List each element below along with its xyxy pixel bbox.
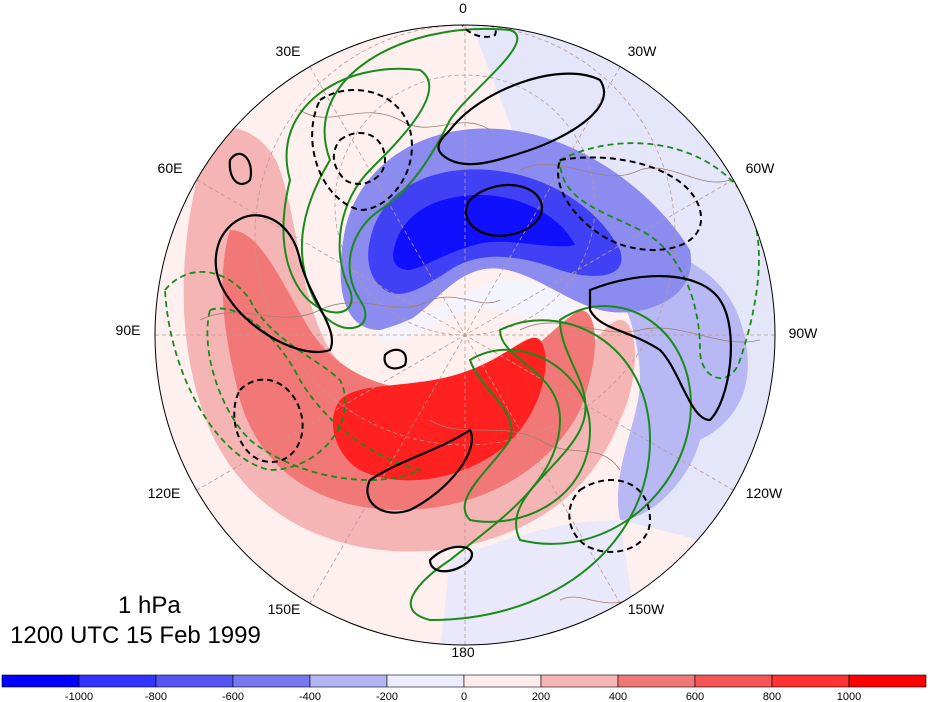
colorbar-tick-label: -800	[145, 691, 167, 702]
shade-white-band	[378, 279, 580, 342]
colorbar-tick-label: 600	[686, 691, 704, 702]
green-dashed-contours	[164, 142, 760, 481]
colorbar-box	[309, 674, 388, 688]
shade-red-core	[332, 337, 546, 481]
colorbar-box	[232, 674, 311, 688]
lon-label-60w: 60W	[746, 160, 776, 176]
colorbar-box	[386, 674, 465, 688]
colorbar-boxes	[1, 674, 927, 688]
colorbar-box	[848, 674, 927, 688]
polar-map: 0 30W 60W 90W 120W 150W 180 150E 120E 90…	[116, 0, 819, 660]
colorbar-tick-label: -400	[299, 691, 321, 702]
colorbar-box	[78, 674, 157, 688]
colorbar-tick-label: -1000	[65, 691, 93, 702]
colorbar-tick-label: 800	[763, 691, 781, 702]
colorbar: -1000 -800 -600 -400 -200 0 200 400 600 800 1000	[1, 674, 927, 702]
colorbar-box	[617, 674, 696, 688]
map-disk	[155, 25, 775, 645]
colorbar-box	[155, 674, 234, 688]
lon-label-0: 0	[459, 0, 467, 16]
colorbar-box	[771, 674, 850, 688]
lon-label-120w: 120W	[746, 485, 783, 501]
lon-label-180: 180	[451, 644, 475, 660]
graticule	[155, 25, 775, 645]
lon-label-60e: 60E	[158, 160, 183, 176]
lon-label-90e: 90E	[116, 322, 141, 338]
title-level: 1 hPa	[118, 592, 181, 619]
colorbar-tick-label: 0	[461, 691, 467, 702]
title-time: 1200 UTC 15 Feb 1999	[10, 622, 261, 649]
colorbar-box	[540, 674, 619, 688]
colorbar-box	[463, 674, 542, 688]
shade-light-blue-south	[440, 520, 640, 645]
black-solid-contours	[214, 72, 732, 573]
lon-label-90w: 90W	[789, 325, 819, 341]
colorbar-box	[1, 674, 80, 688]
lon-label-150e: 150E	[268, 601, 301, 617]
colorbar-tick-label: 1000	[837, 691, 861, 702]
map-boundary	[154, 24, 776, 646]
lon-label-120e: 120E	[148, 485, 181, 501]
lon-label-30e: 30E	[276, 43, 301, 59]
coastlines	[199, 109, 761, 604]
colorbar-tick-label: 200	[532, 691, 550, 702]
colorbar-tick-label: -600	[222, 691, 244, 702]
colorbar-ticks: -1000 -800 -600 -400 -200 0 200 400 600 800 1000	[65, 691, 861, 702]
lon-label-30w: 30W	[628, 43, 658, 59]
colorbar-tick-label: 400	[609, 691, 627, 702]
colorbar-tick-label: -200	[376, 691, 398, 702]
colorbar-box	[694, 674, 773, 688]
black-dashed-contours	[233, 25, 703, 553]
lon-label-150w: 150W	[628, 601, 665, 617]
